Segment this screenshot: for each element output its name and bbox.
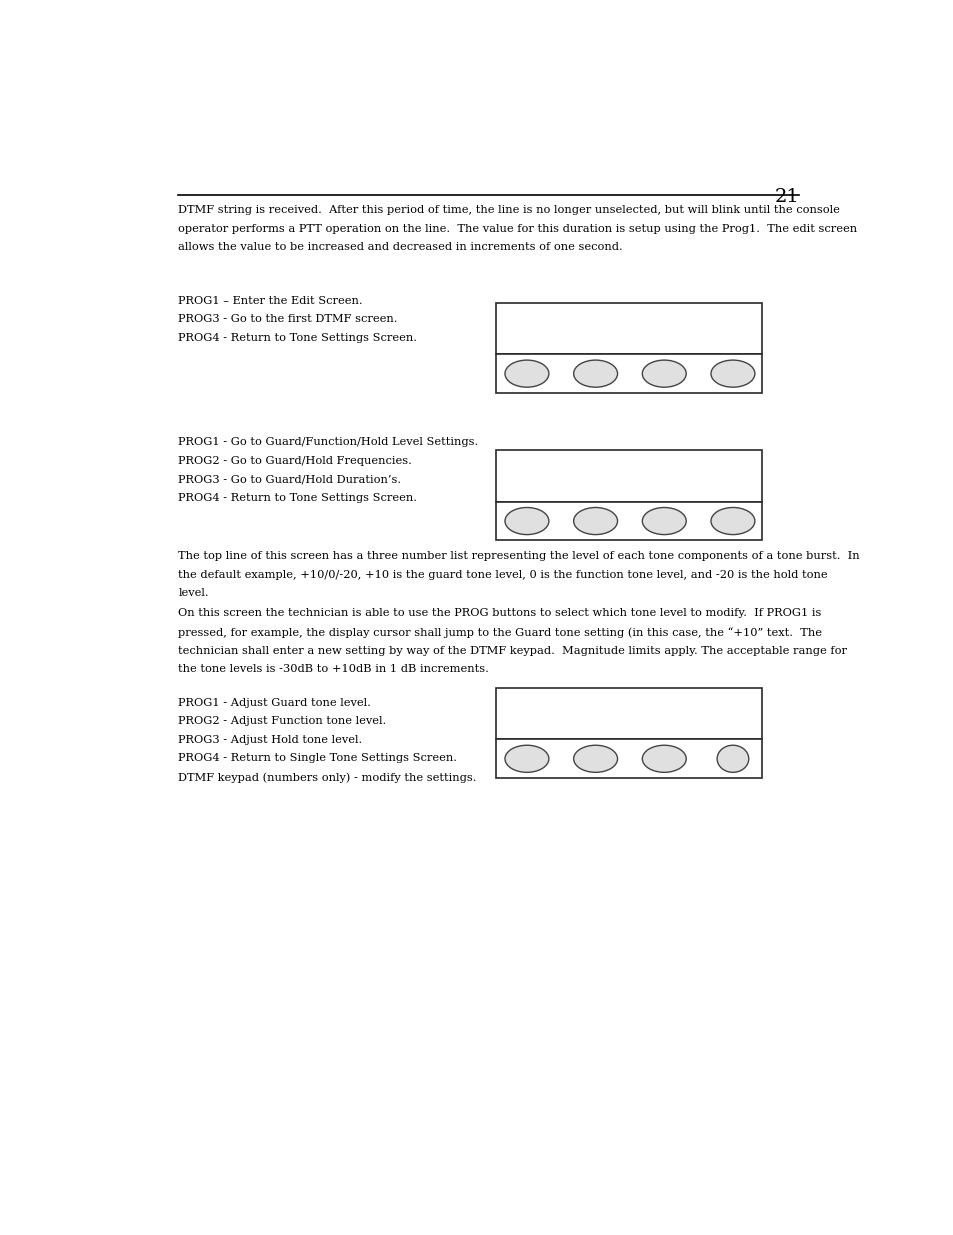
Text: 21: 21 <box>774 188 799 206</box>
Text: operator performs a PTT operation on the line.  The value for this duration is s: operator performs a PTT operation on the… <box>178 224 857 233</box>
Ellipse shape <box>504 361 548 388</box>
Ellipse shape <box>641 361 685 388</box>
Text: PROG1 - Adjust Guard tone level.: PROG1 - Adjust Guard tone level. <box>178 698 371 708</box>
Text: PROG4 - Return to Tone Settings Screen.: PROG4 - Return to Tone Settings Screen. <box>178 493 417 503</box>
Text: DTMF keypad (numbers only) - modify the settings.: DTMF keypad (numbers only) - modify the … <box>178 772 476 783</box>
Ellipse shape <box>710 508 754 535</box>
Text: On this screen the technician is able to use the PROG buttons to select which to: On this screen the technician is able to… <box>178 609 821 619</box>
Bar <box>496 688 761 740</box>
Text: allows the value to be increased and decreased in increments of one second.: allows the value to be increased and dec… <box>178 242 622 252</box>
Text: level.: level. <box>178 589 209 599</box>
Ellipse shape <box>504 508 548 535</box>
Text: PROG1 - Go to Guard/Function/Hold Level Settings.: PROG1 - Go to Guard/Function/Hold Level … <box>178 437 478 447</box>
Text: PROG2 - Go to Guard/Hold Frequencies.: PROG2 - Go to Guard/Hold Frequencies. <box>178 456 412 466</box>
Text: PROG3 - Go to Guard/Hold Duration’s.: PROG3 - Go to Guard/Hold Duration’s. <box>178 474 401 484</box>
Text: PROG3 - Go to the first DTMF screen.: PROG3 - Go to the first DTMF screen. <box>178 314 397 324</box>
Text: technician shall enter a new setting by way of the DTMF keypad.  Magnitude limit: technician shall enter a new setting by … <box>178 646 846 656</box>
Text: pressed, for example, the display cursor shall jump to the Guard tone setting (i: pressed, for example, the display cursor… <box>178 627 821 637</box>
Text: PROG2 - Adjust Function tone level.: PROG2 - Adjust Function tone level. <box>178 716 386 726</box>
Bar <box>496 303 761 354</box>
Ellipse shape <box>573 745 617 772</box>
Ellipse shape <box>710 361 754 388</box>
Ellipse shape <box>641 745 685 772</box>
Text: PROG3 - Adjust Hold tone level.: PROG3 - Adjust Hold tone level. <box>178 735 362 745</box>
Text: PROG4 - Return to Tone Settings Screen.: PROG4 - Return to Tone Settings Screen. <box>178 332 417 342</box>
Text: The top line of this screen has a three number list representing the level of ea: The top line of this screen has a three … <box>178 551 859 562</box>
Text: PROG1 – Enter the Edit Screen.: PROG1 – Enter the Edit Screen. <box>178 295 363 305</box>
Bar <box>496 354 761 393</box>
Ellipse shape <box>641 508 685 535</box>
Text: PROG4 - Return to Single Tone Settings Screen.: PROG4 - Return to Single Tone Settings S… <box>178 753 456 763</box>
Text: the tone levels is -30dB to +10dB in 1 dB increments.: the tone levels is -30dB to +10dB in 1 d… <box>178 664 489 674</box>
Ellipse shape <box>504 745 548 772</box>
Bar <box>496 740 761 778</box>
Text: DTMF string is received.  After this period of time, the line is no longer unsel: DTMF string is received. After this peri… <box>178 205 840 215</box>
Text: the default example, +10/0/-20, +10 is the guard tone level, 0 is the function t: the default example, +10/0/-20, +10 is t… <box>178 569 827 580</box>
Bar <box>496 450 761 501</box>
Bar <box>496 501 761 541</box>
Ellipse shape <box>573 361 617 388</box>
Ellipse shape <box>573 508 617 535</box>
Ellipse shape <box>717 745 748 772</box>
